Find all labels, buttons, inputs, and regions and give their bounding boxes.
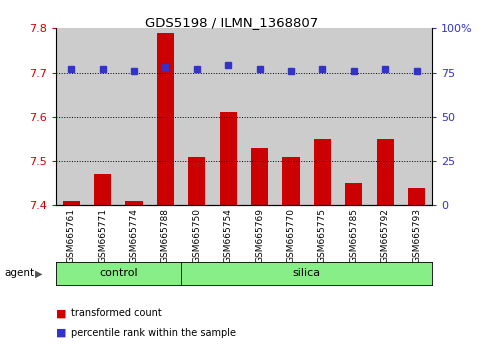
- Bar: [181, 28, 213, 205]
- Text: ▶: ▶: [35, 268, 43, 279]
- Bar: [188, 157, 205, 205]
- Bar: [251, 148, 268, 205]
- Text: agent: agent: [5, 268, 35, 279]
- Bar: [126, 201, 142, 205]
- Bar: [345, 183, 362, 205]
- Bar: [275, 28, 307, 205]
- Bar: [94, 175, 111, 205]
- Bar: [157, 33, 174, 205]
- Bar: [401, 28, 432, 205]
- Bar: [150, 28, 181, 205]
- Bar: [63, 201, 80, 205]
- Bar: [56, 28, 87, 205]
- Bar: [283, 157, 299, 205]
- Bar: [408, 188, 425, 205]
- Text: ■: ■: [56, 328, 66, 338]
- Bar: [220, 113, 237, 205]
- Text: transformed count: transformed count: [71, 308, 162, 318]
- Text: GDS5198 / ILMN_1368807: GDS5198 / ILMN_1368807: [145, 16, 318, 29]
- Bar: [369, 28, 401, 205]
- Bar: [307, 28, 338, 205]
- Text: control: control: [99, 268, 138, 279]
- Text: silica: silica: [293, 268, 321, 279]
- Bar: [314, 139, 331, 205]
- Bar: [377, 139, 394, 205]
- Text: ■: ■: [56, 308, 66, 318]
- Bar: [87, 28, 118, 205]
- Bar: [244, 28, 275, 205]
- Bar: [338, 28, 369, 205]
- Bar: [118, 28, 150, 205]
- Bar: [213, 28, 244, 205]
- Text: percentile rank within the sample: percentile rank within the sample: [71, 328, 237, 338]
